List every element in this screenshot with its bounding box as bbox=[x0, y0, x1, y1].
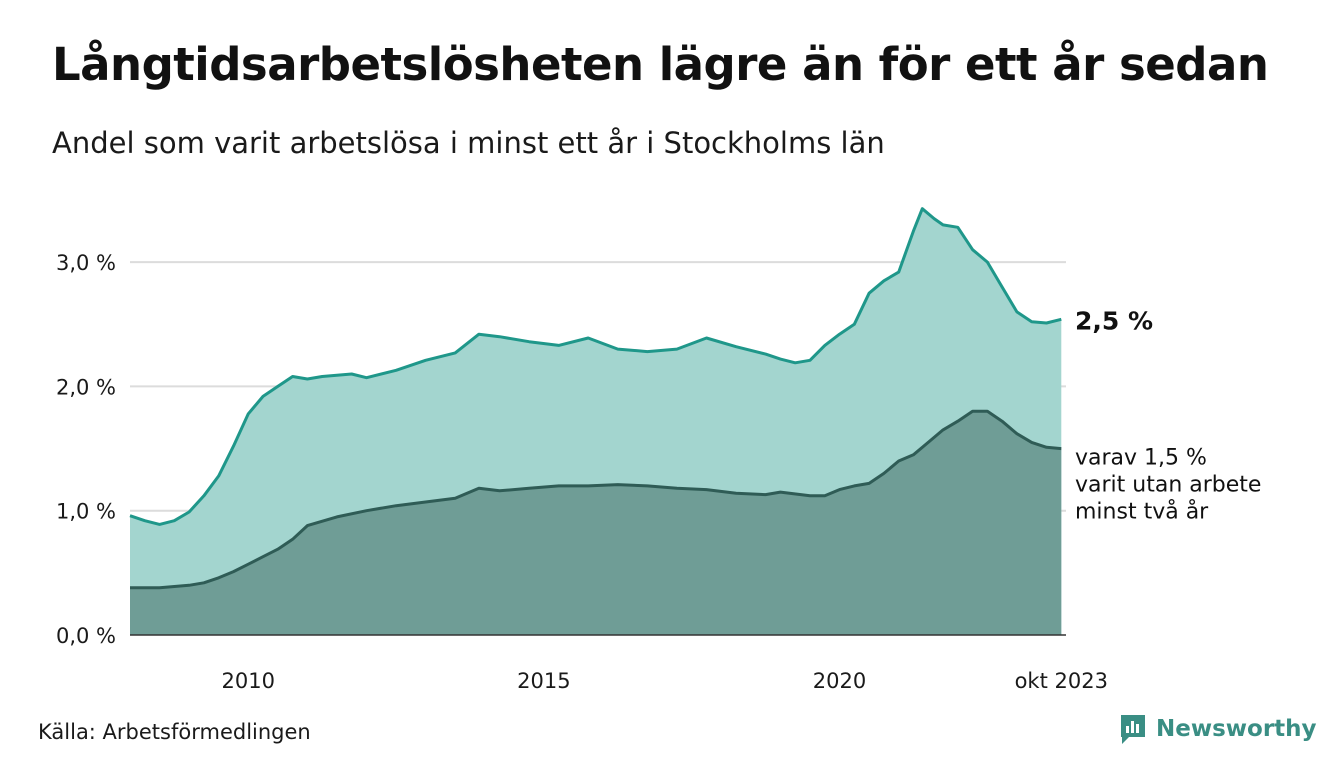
long-term-end-label: minst två år bbox=[1075, 499, 1209, 525]
series-area-2 bbox=[130, 411, 1062, 635]
x-tick-label: 2010 bbox=[222, 669, 275, 693]
y-tick-label: 2,0 % bbox=[56, 375, 116, 399]
brand-logo: Newsworthy bbox=[1118, 712, 1317, 746]
newsworthy-logo-icon bbox=[1121, 715, 1145, 744]
long-term-end-label: varit utan arbete bbox=[1075, 473, 1261, 498]
long-term-end-label: varav 1,5 % bbox=[1075, 446, 1207, 471]
total-end-label: 2,5 % bbox=[1075, 306, 1153, 335]
source-note: Källa: Arbetsförmedlingen bbox=[38, 720, 311, 744]
brand-name: Newsworthy bbox=[1156, 716, 1317, 742]
y-tick-label: 3,0 % bbox=[56, 251, 116, 275]
y-tick-label: 1,0 % bbox=[56, 500, 116, 524]
series-line-1 bbox=[129, 207, 1062, 526]
x-tick-label: 2020 bbox=[813, 669, 866, 693]
y-tick-label: 0,0 % bbox=[56, 624, 116, 648]
chart-subtitle: Andel som varit arbetslösa i minst ett å… bbox=[52, 126, 885, 160]
x-tick-label: 2015 bbox=[517, 669, 570, 693]
x-tick-label: okt 2023 bbox=[1015, 669, 1108, 693]
series-line-2 bbox=[130, 409, 1062, 590]
chart-title: Långtidsarbetslösheten lägre än för ett … bbox=[52, 38, 1269, 91]
